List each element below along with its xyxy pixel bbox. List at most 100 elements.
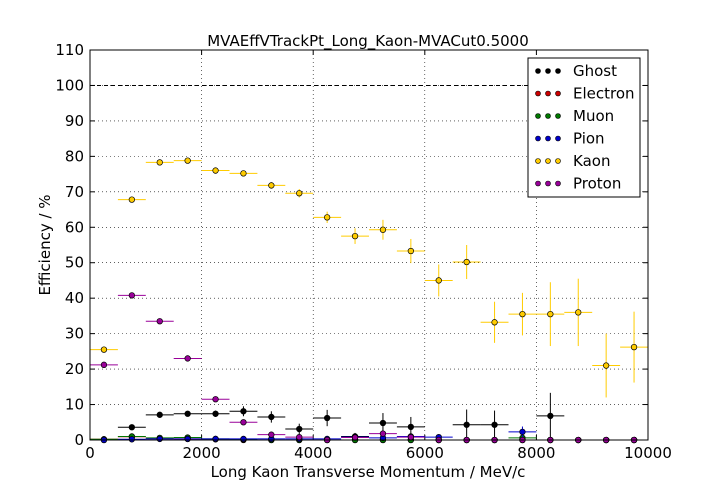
- marker: [379, 419, 387, 427]
- legend-label: Pion: [573, 130, 605, 148]
- data-point: [369, 434, 397, 442]
- legend-label: Kaon: [573, 152, 610, 170]
- marker: [351, 232, 359, 240]
- legend-entry-kaon: Kaon: [535, 152, 610, 170]
- legend-marker: [555, 90, 561, 97]
- data-point: [117, 424, 146, 431]
- marker: [296, 425, 303, 433]
- marker: [324, 214, 331, 221]
- legend-marker: [555, 113, 561, 119]
- data-point: [145, 411, 174, 418]
- y-axis-label: Efficiency / %: [36, 194, 54, 295]
- data-point: [117, 196, 146, 203]
- y-tick-label: 110: [55, 41, 84, 59]
- marker: [519, 428, 526, 435]
- data-point: [201, 410, 230, 417]
- marker: [351, 434, 359, 441]
- series-kaon: [90, 157, 648, 398]
- data-point: [592, 333, 621, 398]
- marker: [184, 157, 191, 164]
- marker: [491, 421, 498, 428]
- data-point: [145, 318, 174, 325]
- data-point: [508, 426, 537, 438]
- legend-marker: [555, 180, 561, 187]
- data-point: [257, 411, 286, 423]
- plot-frame: [89, 49, 649, 441]
- y-tick-label: 10: [65, 396, 84, 414]
- x-tick-label: 4000: [294, 444, 332, 462]
- marker: [463, 421, 470, 428]
- data-point: [369, 413, 397, 433]
- data-point: [285, 423, 314, 435]
- legend-label: Proton: [573, 175, 621, 193]
- marker: [128, 196, 136, 203]
- marker: [630, 343, 638, 351]
- y-tick-label: 30: [65, 325, 84, 343]
- legend-label: Electron: [573, 85, 635, 103]
- legend-marker: [555, 68, 561, 74]
- marker: [268, 431, 275, 438]
- data-point: [369, 430, 397, 437]
- series-ghost: [90, 392, 648, 444]
- data-point: [229, 170, 258, 177]
- legend-entry-electron: Electron: [535, 85, 635, 103]
- marker: [268, 413, 275, 421]
- axis-ticks: 0 2000 4000 6000 8000 10000 0 10 20 30 40 50 60 70 80 9…: [55, 41, 672, 462]
- data-point: [201, 435, 230, 443]
- data-point: [480, 301, 509, 343]
- marker: [212, 396, 219, 403]
- data-point: [396, 238, 425, 264]
- marker: [407, 247, 415, 255]
- data-point: [452, 245, 481, 280]
- chart-title: MVAEffVTrackPt_Long_Kaon-MVACut0.5000: [207, 32, 529, 51]
- marker: [547, 310, 554, 318]
- data-point: [90, 346, 118, 353]
- data-point: [480, 410, 509, 439]
- marker: [128, 292, 136, 299]
- x-axis-label: Long Kaon Transverse Momentum / MeV/c: [211, 463, 526, 481]
- data-point: [229, 419, 258, 426]
- legend-entry-proton: Proton: [535, 175, 621, 193]
- marker: [212, 435, 219, 443]
- x-tick-label: 0: [85, 444, 95, 462]
- data-point: [341, 228, 369, 244]
- marker: [240, 408, 247, 415]
- data-point: [201, 396, 230, 403]
- marker: [603, 362, 610, 369]
- marker: [100, 346, 108, 353]
- data-point: [508, 292, 537, 336]
- legend-marker: [535, 135, 541, 142]
- legend-label: Muon: [573, 107, 614, 125]
- marker: [240, 435, 247, 443]
- data-point: [229, 406, 258, 417]
- marker: [575, 309, 582, 316]
- data-point: [341, 434, 369, 441]
- plot-area: [90, 157, 648, 444]
- legend-marker: [545, 158, 551, 164]
- x-tick-label: 10000: [624, 444, 672, 462]
- marker: [379, 430, 387, 437]
- data-point: [285, 188, 314, 198]
- y-tick-label: 80: [65, 147, 84, 165]
- marker: [379, 226, 387, 233]
- marker: [156, 435, 163, 443]
- y-tick-label: 40: [65, 289, 84, 307]
- x-tick-label: 2000: [183, 444, 221, 462]
- legend-entry-ghost: Ghost: [535, 62, 617, 80]
- data-point: [145, 159, 174, 166]
- data-point: [452, 409, 481, 440]
- marker: [184, 355, 191, 362]
- legend-marker: [545, 90, 551, 97]
- legend-entry-pion: Pion: [535, 130, 605, 148]
- legend-marker: [555, 135, 561, 142]
- marker: [240, 170, 247, 177]
- y-tick-label: 70: [65, 183, 84, 201]
- legend-marker: [545, 113, 551, 119]
- marker: [435, 277, 442, 284]
- x-tick-label: 8000: [517, 444, 555, 462]
- marker: [240, 419, 247, 426]
- data-point: [536, 282, 565, 347]
- legend-marker: [535, 158, 541, 164]
- data-point: [173, 157, 202, 164]
- data-point: [117, 436, 146, 443]
